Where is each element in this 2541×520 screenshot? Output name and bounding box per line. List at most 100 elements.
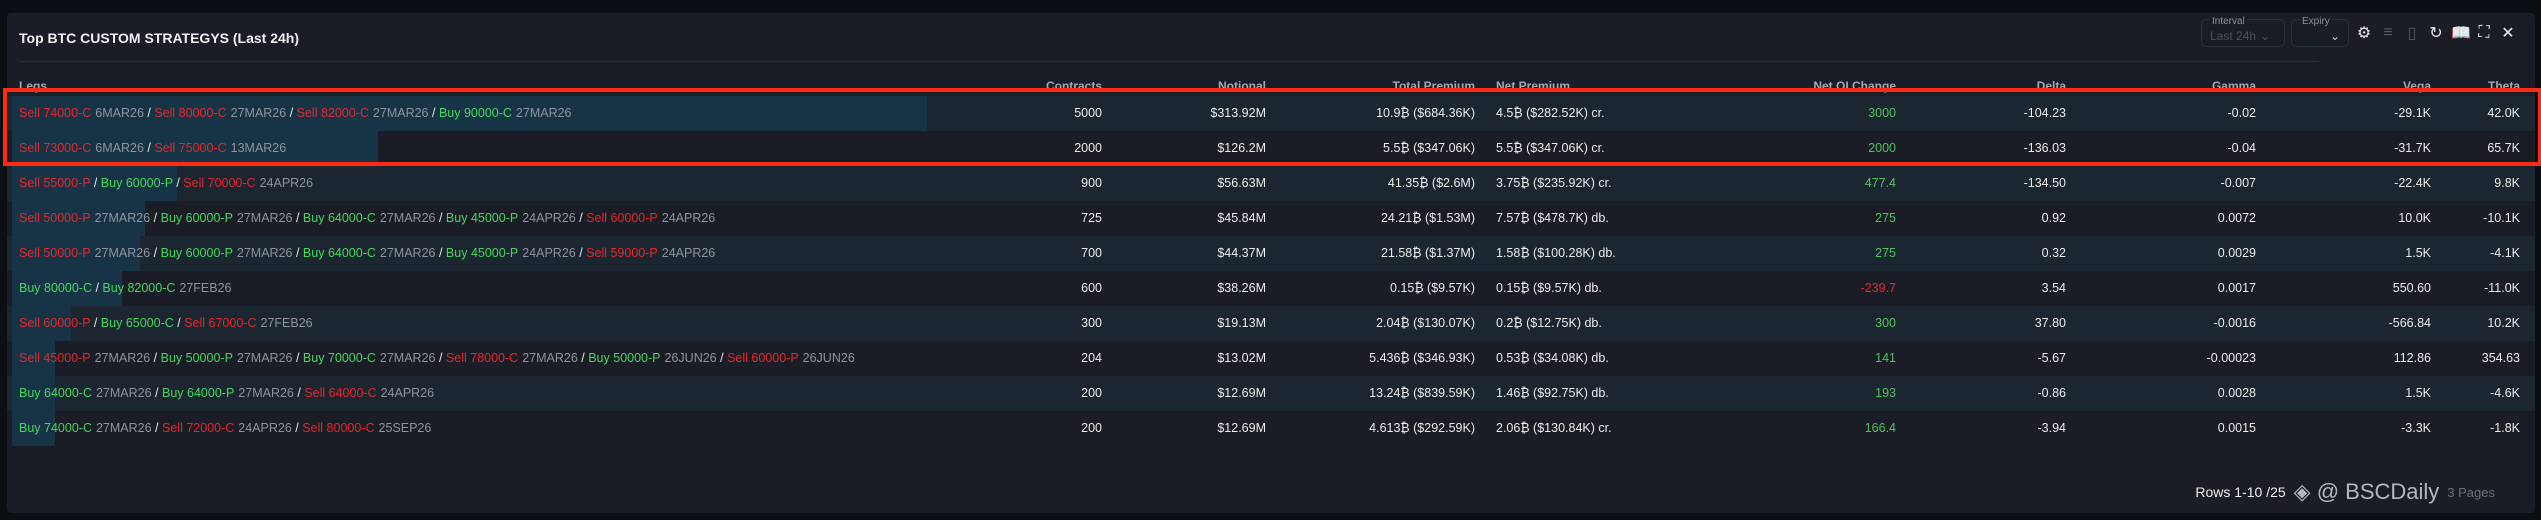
table-row[interactable]: Sell 60000-P / Buy 65000-C / Sell 67000-… (7, 306, 2535, 341)
expiry-label: Expiry (2300, 16, 2332, 27)
leg-strike: 80000-C (326, 421, 375, 435)
net-oi-cell: 2000 (1868, 141, 1896, 155)
legs-cell: Buy 64000-C 27MAR26 / Buy 64000-P 27MAR26 … (19, 376, 434, 411)
notional-bar (12, 341, 55, 376)
leg-side: Sell (586, 211, 607, 225)
leg-strike: 74000-C (43, 106, 92, 120)
col-contracts[interactable]: Contracts (1045, 79, 1102, 93)
leg-side: Sell (19, 351, 40, 365)
leg-sell: Sell 59000-P (586, 246, 658, 260)
col-vega[interactable]: Vega (2402, 79, 2431, 93)
leg-separator: / (292, 211, 303, 225)
net-oi-cell: 275 (1875, 246, 1896, 260)
watermark: ◈ @ BSCDaily (2294, 479, 2440, 505)
leg-expiry: 13MAR26 (230, 141, 287, 155)
leg-separator: / (150, 211, 161, 225)
leg-buy: Buy 64000-P (162, 386, 234, 400)
leg-side: Sell (183, 176, 205, 190)
leg-expiry: 27FEB26 (260, 316, 313, 330)
leg-separator: / (286, 106, 297, 120)
gear-icon[interactable]: ⚙ (2356, 25, 2372, 42)
leg-separator: / (150, 246, 161, 260)
close-icon[interactable]: ✕ (2501, 25, 2515, 42)
net-oi-cell: -239.7 (1860, 281, 1896, 295)
total-premium-cell: 5.5₿ ($347.06K) (1383, 141, 1475, 155)
table-header: Legs Contracts Notional Total Premium Ne… (7, 74, 2535, 98)
toolbar: Interval Last 24h ⌄ Expiry ⌄ ⚙ ≡ ▯ ↻ 📖 ⛶… (2201, 16, 2517, 47)
leg-strike: 45000-P (470, 211, 519, 225)
table-row[interactable]: Sell 50000-P 27MAR26 / Buy 60000-P 27MAR26… (7, 201, 2535, 236)
table-row[interactable]: Buy 80000-C / Buy 82000-C 27FEB26 600 $38.2… (7, 271, 2535, 306)
leg-separator: / (435, 246, 446, 260)
leg-strike: 64000-C (327, 211, 376, 225)
delta-cell: -104.23 (2023, 106, 2066, 120)
leg-strike: 60000-P (610, 211, 658, 225)
col-delta[interactable]: Delta (2036, 79, 2066, 93)
table-row[interactable]: Sell 45000-P 27MAR26 / Buy 50000-P 27MAR26… (7, 341, 2535, 376)
interval-select[interactable]: Interval Last 24h ⌄ (2201, 16, 2285, 47)
interval-value: Last 24h (2210, 29, 2257, 43)
table-row[interactable]: Buy 64000-C 27MAR26 / Buy 64000-P 27MAR26 … (7, 376, 2535, 411)
theta-cell: -1.8K (2490, 421, 2520, 435)
notional-bar (12, 166, 177, 201)
leg-side: Buy (302, 211, 325, 225)
theta-cell: 42.0K (2487, 106, 2520, 120)
total-premium-cell: 24.21₿ ($1.53M) (1380, 211, 1475, 225)
legs-cell: Sell 73000-C 6MAR26 / Sell 75000-C 13MAR26 (19, 131, 286, 166)
refresh-icon[interactable]: ↻ (2429, 25, 2443, 42)
delta-cell: 0.32 (2041, 246, 2066, 260)
leg-strike: 50000-P (613, 351, 661, 365)
total-premium-cell: 4.613₿ ($292.59K) (1369, 421, 1475, 435)
leg-strike: 60000-P (43, 316, 91, 330)
col-net-oi-change[interactable]: Net OI Change (1813, 79, 1896, 93)
theta-cell: -11.0K (2484, 281, 2520, 295)
leg-separator: / (172, 176, 184, 190)
title-divider (19, 61, 2319, 62)
col-gamma[interactable]: Gamma (2211, 79, 2256, 93)
leg-side: Sell (586, 246, 607, 260)
leg-side: Buy (160, 246, 183, 260)
csv-icon[interactable]: ▯ (2407, 25, 2417, 42)
leg-strike: 73000-C (43, 141, 92, 155)
net-oi-cell: 477.4 (1864, 176, 1896, 190)
vega-cell: -22.4K (2394, 176, 2431, 190)
leg-expiry: 27MAR26 (94, 351, 151, 365)
theta-cell: 65.7K (2487, 141, 2520, 155)
table-row[interactable]: Sell 74000-C 6MAR26 / Sell 80000-C 27MAR26… (7, 96, 2535, 131)
expiry-select[interactable]: Expiry ⌄ (2291, 16, 2349, 47)
notional-bar (12, 376, 55, 411)
leg-separator: / (435, 211, 446, 225)
fullscreen-icon[interactable]: ⛶ (2478, 24, 2490, 41)
col-total-premium[interactable]: Total Premium (1392, 79, 1475, 93)
col-theta[interactable]: Theta (2487, 79, 2520, 93)
contracts-cell: 200 (1081, 421, 1102, 435)
filter-icon[interactable]: ≡ (2383, 24, 2393, 41)
leg-strike: 67000-C (208, 316, 257, 330)
book-icon[interactable]: 📖 (2451, 25, 2471, 42)
leg-side: Buy (438, 106, 461, 120)
table-row[interactable]: Buy 74000-C 27MAR26 / Sell 72000-C 24APR26… (7, 411, 2535, 446)
notional-cell: $44.37M (1217, 246, 1266, 260)
legs-cell: Sell 55000-P / Buy 60000-P / Sell 70000-… (19, 166, 313, 201)
col-legs[interactable]: Legs (19, 79, 48, 93)
leg-strike: 75000-C (178, 141, 227, 155)
legs-cell: Sell 50000-P 27MAR26 / Buy 60000-P 27MAR26… (19, 236, 715, 271)
total-premium-cell: 13.24₿ ($839.59K) (1369, 386, 1475, 400)
leg-expiry: 27MAR26 (379, 211, 436, 225)
notional-cell: $12.69M (1217, 386, 1266, 400)
leg-strike: 64000-C (328, 386, 377, 400)
table-row[interactable]: Sell 50000-P 27MAR26 / Buy 60000-P 27MAR26… (7, 236, 2535, 271)
leg-expiry: 26JUN26 (802, 351, 855, 365)
leg-expiry: 24APR26 (522, 246, 576, 260)
page-count[interactable]: 3 Pages (2447, 484, 2495, 500)
net-premium-cell: 2.06₿ ($130.84K) cr. (1496, 421, 1612, 435)
leg-side: Sell (19, 246, 40, 260)
notional-cell: $19.13M (1217, 316, 1266, 330)
notional-cell: $13.02M (1217, 351, 1266, 365)
col-net-premium[interactable]: Net Premium (1496, 79, 1571, 93)
table-row[interactable]: Sell 73000-C 6MAR26 / Sell 75000-C 13MAR26… (7, 131, 2535, 166)
leg-side: Sell (19, 211, 40, 225)
leg-strike: 50000-P (43, 246, 91, 260)
table-row[interactable]: Sell 55000-P / Buy 60000-P / Sell 70000-… (7, 166, 2535, 201)
col-notional[interactable]: Notional (1218, 79, 1266, 93)
